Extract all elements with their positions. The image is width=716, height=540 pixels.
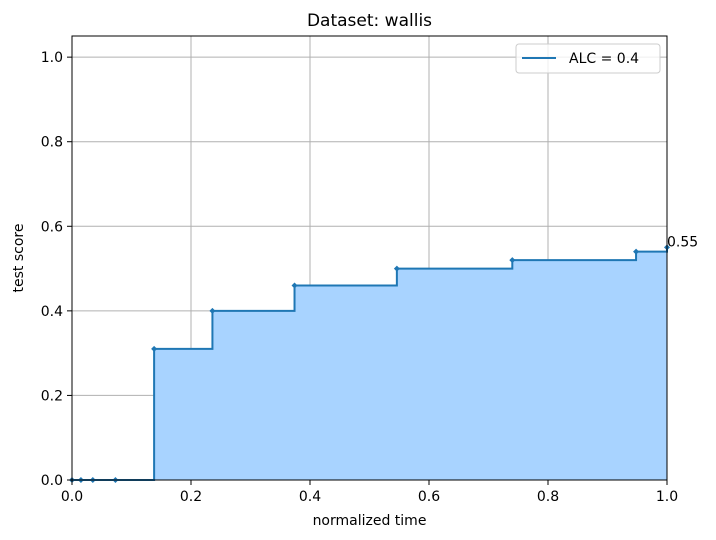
x-tick-label: 0.6 [418, 489, 440, 505]
y-tick-label: 1.0 [41, 50, 63, 66]
y-tick-label: 0.8 [41, 135, 63, 151]
data-point [393, 265, 400, 272]
x-tick-label: 0.4 [299, 489, 321, 505]
y-tick-label: 0.0 [41, 473, 63, 489]
y-tick-label: 0.2 [41, 388, 63, 404]
end-value-annotation: 0.55 [667, 234, 698, 250]
marker-layer [69, 244, 670, 483]
area-layer [72, 247, 667, 480]
y-tick-label: 0.4 [41, 304, 63, 320]
y-tick-label: 0.6 [41, 219, 63, 235]
data-point [509, 257, 516, 264]
chart-title: Dataset: wallis [307, 11, 432, 31]
legend-box [515, 43, 661, 74]
data-point [291, 282, 298, 289]
data-point [151, 345, 158, 352]
annotation-layer: 0.55 [667, 234, 698, 250]
x-tick-label: 1.0 [656, 489, 678, 505]
y-axis-label: test score [11, 224, 27, 293]
plot-frame [71, 35, 668, 481]
x-tick-label: 0.2 [180, 489, 202, 505]
ticks: 0.0 0.2 0.4 0.6 0.8 1.0 0.0 0.2 0.4 0.6 0.8 1.0 [41, 50, 678, 505]
x-tick-label: 0.8 [537, 489, 559, 505]
x-tick-label: 0.0 [61, 489, 83, 505]
legend-entry-label: ALC = 0.4 [569, 51, 639, 67]
legend: ALC = 0.4 [515, 43, 661, 74]
data-point [633, 248, 640, 255]
x-axis-label: normalized time [313, 513, 427, 529]
data-point [209, 307, 216, 314]
area-fill [72, 247, 667, 480]
